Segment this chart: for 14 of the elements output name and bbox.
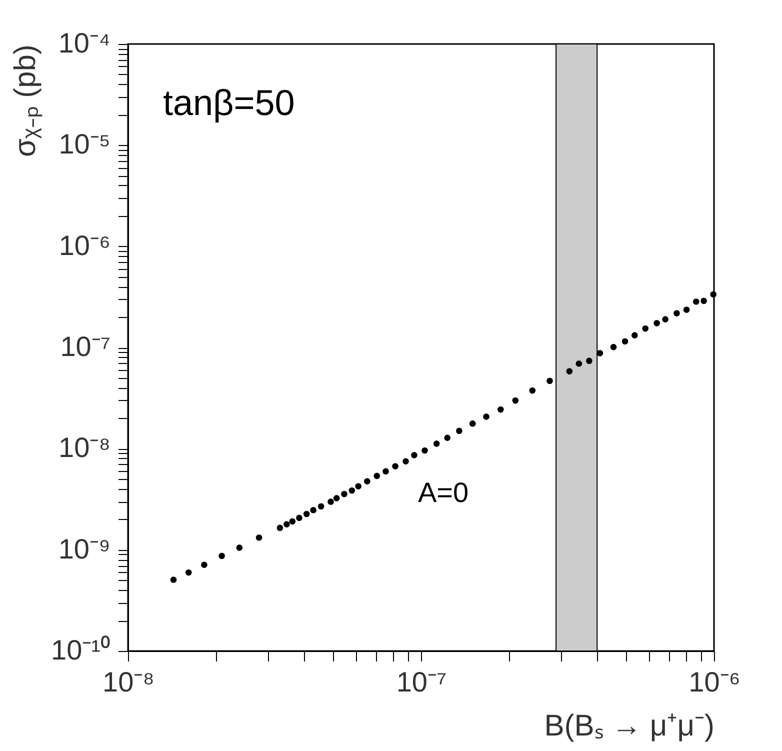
y-tick-label: 10⁻⁸ (58, 432, 110, 464)
annotation: tanβ=50 (163, 82, 295, 123)
y-tick-label: 10⁻⁷ (60, 331, 110, 362)
y-tick-label: 10⁻¹⁰ (51, 634, 110, 666)
y-tick-label: 10⁻⁵ (58, 128, 110, 160)
y-tick-label: 10⁻⁶ (58, 230, 110, 261)
y-axis-title: σᵪ₋ₚ (pb) (9, 44, 44, 157)
x-axis-title: B(Bₛ → μ⁺μ⁻) (544, 710, 714, 742)
x-tick-label: 10⁻⁸ (102, 666, 154, 698)
x-tick-label: 10⁻⁶ (688, 666, 740, 698)
y-tick-label: 10⁻⁴ (58, 28, 110, 58)
annotation: A=0 (418, 477, 469, 508)
y-tick-label: 10⁻⁹ (58, 533, 110, 564)
x-tick-label: 10⁻⁷ (396, 666, 447, 698)
